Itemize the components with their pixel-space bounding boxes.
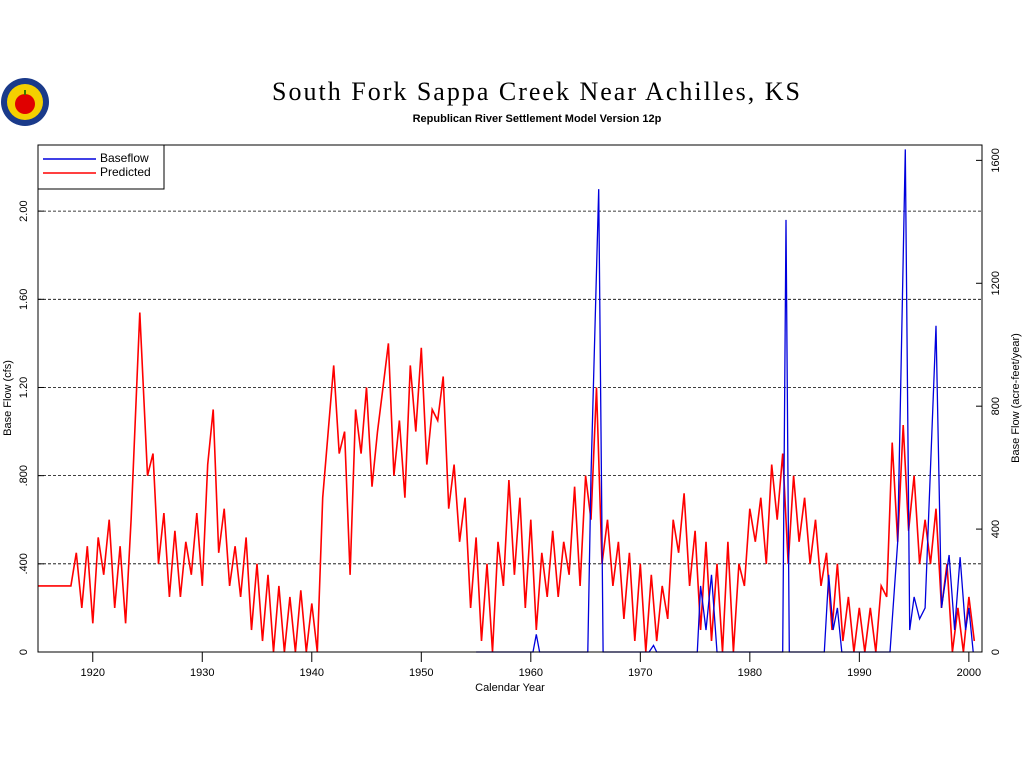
y-tick-label: 2.00 bbox=[18, 200, 30, 221]
y2-tick-label: 400 bbox=[990, 520, 1002, 538]
y-tick-label: 0 bbox=[18, 649, 30, 655]
y-tick-label: 1.20 bbox=[18, 377, 30, 398]
series-line bbox=[38, 312, 976, 653]
x-tick-label: 1930 bbox=[190, 667, 214, 679]
y-axis-label: Base Flow (cfs) bbox=[2, 360, 14, 436]
x-tick-label: 1970 bbox=[628, 667, 652, 679]
plot-frame bbox=[37, 144, 983, 653]
y2-tick-label: 800 bbox=[990, 397, 1002, 415]
x-tick-label: 1990 bbox=[847, 667, 871, 679]
y2-axis-label: Base Flow (acre-feet/year) bbox=[1010, 333, 1022, 463]
y-tick-label: .800 bbox=[18, 465, 30, 486]
x-tick-label: 1980 bbox=[738, 667, 762, 679]
x-tick-label: 1940 bbox=[300, 667, 324, 679]
y2-tick-label: 1200 bbox=[990, 271, 1002, 295]
chart-title: South Fork Sappa Creek Near Achilles, KS bbox=[272, 77, 802, 106]
x-tick-label: 1920 bbox=[81, 667, 105, 679]
y2-tick-label: 1600 bbox=[990, 148, 1002, 172]
x-axis-label: Calendar Year bbox=[475, 682, 545, 694]
series-line bbox=[476, 149, 974, 653]
logo bbox=[1, 78, 49, 126]
legend-label: Predicted bbox=[100, 165, 151, 179]
x-tick-label: 1960 bbox=[519, 667, 543, 679]
x-tick-label: 1950 bbox=[409, 667, 433, 679]
y2-tick-label: 0 bbox=[990, 649, 1002, 655]
x-tick-label: 2000 bbox=[957, 667, 981, 679]
legend-box bbox=[37, 144, 165, 190]
legend-label: Baseflow bbox=[100, 151, 149, 165]
y-tick-label: 1.60 bbox=[18, 289, 30, 310]
y-tick-label: .400 bbox=[18, 553, 30, 574]
chart-subtitle: Republican River Settlement Model Versio… bbox=[413, 113, 662, 125]
